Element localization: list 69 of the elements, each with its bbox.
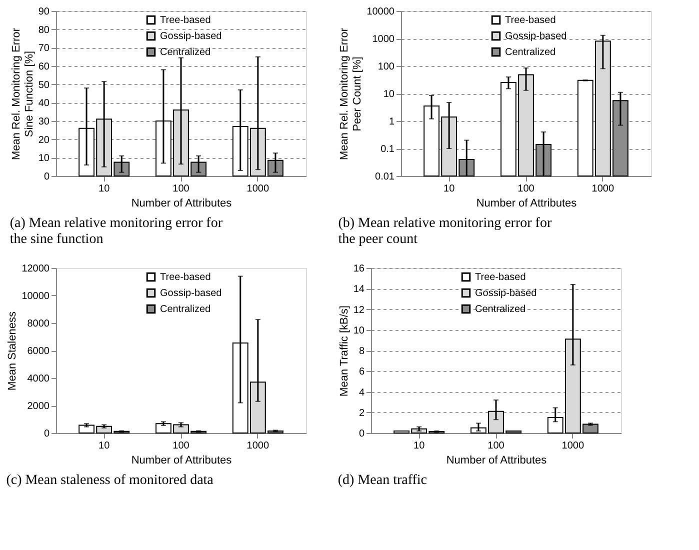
y-tick-label: 6000 xyxy=(27,346,50,357)
x-tick-label: 1000 xyxy=(592,184,614,194)
legend-label: Gossip-based xyxy=(160,288,222,299)
x-tick-label: 1000 xyxy=(246,440,270,452)
legend-label: Gossip-based xyxy=(160,31,222,42)
x-tick-label: 100 xyxy=(488,440,505,452)
y-axis-title: Mean Traffic [kB/s] xyxy=(338,306,350,396)
legend-label: Gossip-based xyxy=(475,288,537,299)
x-tick-label: 1000 xyxy=(246,184,270,194)
x-axis-title: Number of Attributes xyxy=(131,454,232,466)
text: (b) Mean relative monitoring error for the peer count xyxy=(338,216,552,247)
legend-label: Tree-based xyxy=(475,272,526,283)
y-tick-label: 14 xyxy=(353,284,365,296)
x-axis-title: Number of Attributes xyxy=(446,454,548,466)
legend-label: Tree-based xyxy=(160,15,211,26)
y-tick-label: 2 xyxy=(358,408,365,419)
text: (a) Mean relative monitoring error for the sine function xyxy=(10,216,223,247)
y-tick-label: 0 xyxy=(44,428,50,440)
y-tick-label: 1 xyxy=(388,116,395,128)
y-tick-label: 0 xyxy=(358,428,365,440)
y-tick-label: 70 xyxy=(38,43,50,54)
text: (d) Mean traffic xyxy=(338,473,428,488)
x-tick-label: 10 xyxy=(98,184,110,194)
y-tick-label: 6 xyxy=(358,366,365,378)
x-tick-label: 10 xyxy=(444,184,456,194)
y-tick-label: 100 xyxy=(378,62,395,72)
y-tick-label: 16 xyxy=(353,264,365,274)
y-tick-label: 1000 xyxy=(372,34,395,45)
y-axis-title: Mean Rel. Monitoring Error Peer Count [%] xyxy=(338,28,364,160)
y-tick-label: 12000 xyxy=(22,264,50,274)
legend-label: Centralized xyxy=(160,47,211,58)
y-tick-label: 50 xyxy=(38,80,50,91)
x-tick-label: 10 xyxy=(414,440,426,452)
y-tick-label: 2000 xyxy=(27,401,50,412)
y-tick-label: 8 xyxy=(358,346,365,357)
y-tick-label: 8000 xyxy=(27,318,50,330)
x-axis-title: Number of Attributes xyxy=(131,198,232,210)
y-tick-label: 60 xyxy=(38,62,50,72)
y-tick-label: 20 xyxy=(38,134,50,146)
y-tick-label: 10000 xyxy=(22,291,50,302)
y-tick-label: 4000 xyxy=(27,374,50,384)
legend-label: Centralized xyxy=(160,304,211,315)
y-tick-label: 10 xyxy=(353,325,365,336)
legend-label: Gossip-based xyxy=(505,31,567,42)
x-tick-label: 100 xyxy=(172,440,190,452)
x-axis-title: Number of Attributes xyxy=(476,198,578,210)
x-tick-label: 1000 xyxy=(562,440,584,452)
text: (c) Mean staleness of monitored data xyxy=(6,473,214,488)
y-tick-label: 4 xyxy=(358,387,365,398)
y-tick-label: 30 xyxy=(38,116,50,128)
y-tick-label: 10000 xyxy=(366,6,395,18)
legend-label: Centralized xyxy=(505,47,556,58)
y-axis-title: Mean Staleness xyxy=(6,311,19,390)
x-tick-label: 100 xyxy=(172,184,190,194)
y-tick-label: 12 xyxy=(353,304,365,316)
y-tick-label: 0.1 xyxy=(380,144,395,155)
y-tick-label: 0 xyxy=(44,172,50,182)
x-tick-label: 100 xyxy=(518,184,535,194)
x-tick-label: 10 xyxy=(98,440,110,452)
y-tick-label: 80 xyxy=(38,24,50,36)
y-tick-label: 40 xyxy=(38,98,50,110)
legend-label: Centralized xyxy=(475,304,526,315)
y-axis-title: Mean Rel. Monitoring Error Sine Function [%] xyxy=(10,28,36,160)
y-tick-label: 10 xyxy=(38,153,50,164)
legend-label: Tree-based xyxy=(160,272,211,283)
y-tick-label: 10 xyxy=(383,89,395,100)
y-tick-label: 0.01 xyxy=(375,172,395,182)
legend-label: Tree-based xyxy=(505,15,556,26)
y-tick-label: 90 xyxy=(38,6,50,18)
